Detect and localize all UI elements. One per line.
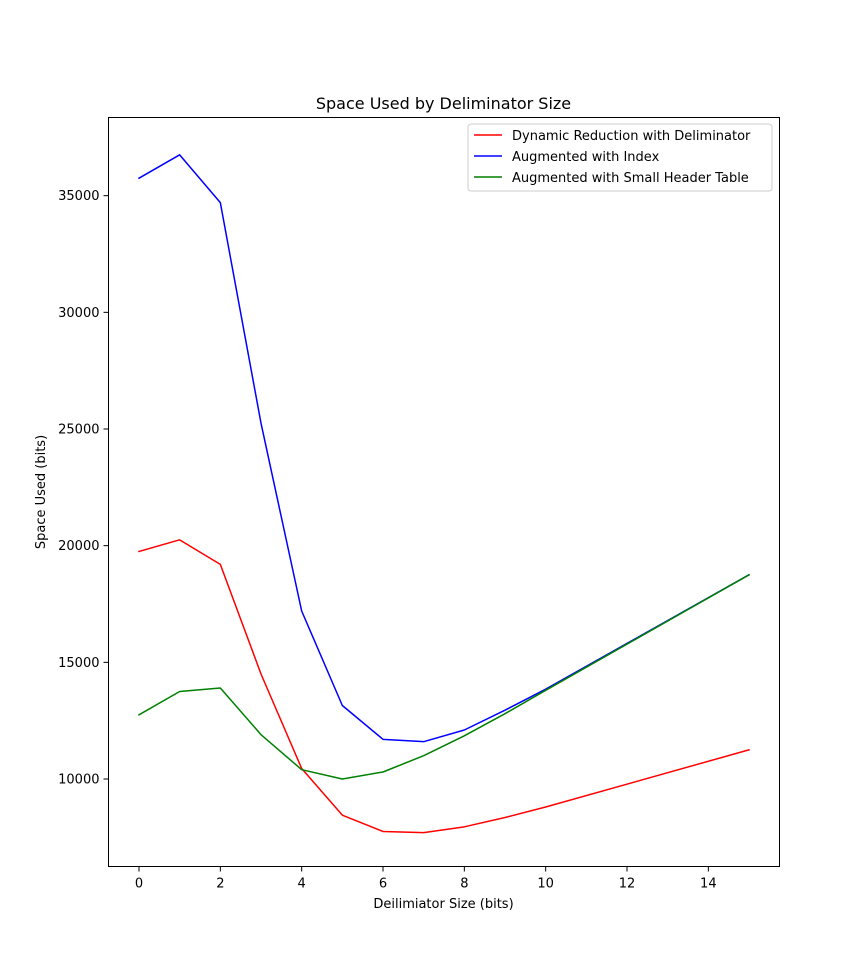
x-tick-label: 4 — [298, 877, 306, 892]
x-tick-label: 10 — [537, 877, 554, 892]
y-axis-label: Space Used (bits) — [34, 435, 49, 549]
series-line-0 — [138, 539, 750, 834]
legend-label-augmented-index: Augmented with Index — [512, 150, 660, 165]
y-tick-label: 30000 — [58, 306, 99, 321]
legend: Dynamic Reduction with Deliminator Augme… — [467, 123, 773, 192]
x-tick-label: 6 — [379, 877, 387, 892]
x-axis-label: Deilimiator Size (bits) — [373, 897, 513, 912]
series-line-2 — [137, 573, 751, 780]
y-tick-label: 25000 — [58, 423, 99, 438]
y-tick-label: 15000 — [58, 656, 99, 671]
x-axis: 0 2 4 6 8 10 12 14 — [135, 866, 717, 892]
legend-label-small-header: Augmented with Small Header Table — [512, 171, 749, 186]
plot-area — [137, 154, 751, 834]
x-tick-label: 0 — [135, 877, 143, 892]
chart-title: Space Used by Deliminator Size — [316, 94, 571, 113]
y-tick-label: 10000 — [58, 773, 99, 788]
plot-frame — [108, 117, 780, 867]
x-tick-label: 12 — [619, 877, 636, 892]
x-tick-label: 2 — [216, 877, 224, 892]
series-line-1 — [137, 154, 751, 743]
legend-box — [467, 123, 773, 192]
y-axis: 10000 15000 20000 25000 30000 35000 — [58, 189, 109, 788]
x-tick-label: 8 — [460, 877, 468, 892]
y-tick-label: 35000 — [58, 189, 99, 204]
y-tick-label: 20000 — [58, 539, 99, 554]
legend-label-dynamic-reduction: Dynamic Reduction with Deliminator — [512, 129, 751, 144]
x-tick-label: 14 — [700, 877, 717, 892]
